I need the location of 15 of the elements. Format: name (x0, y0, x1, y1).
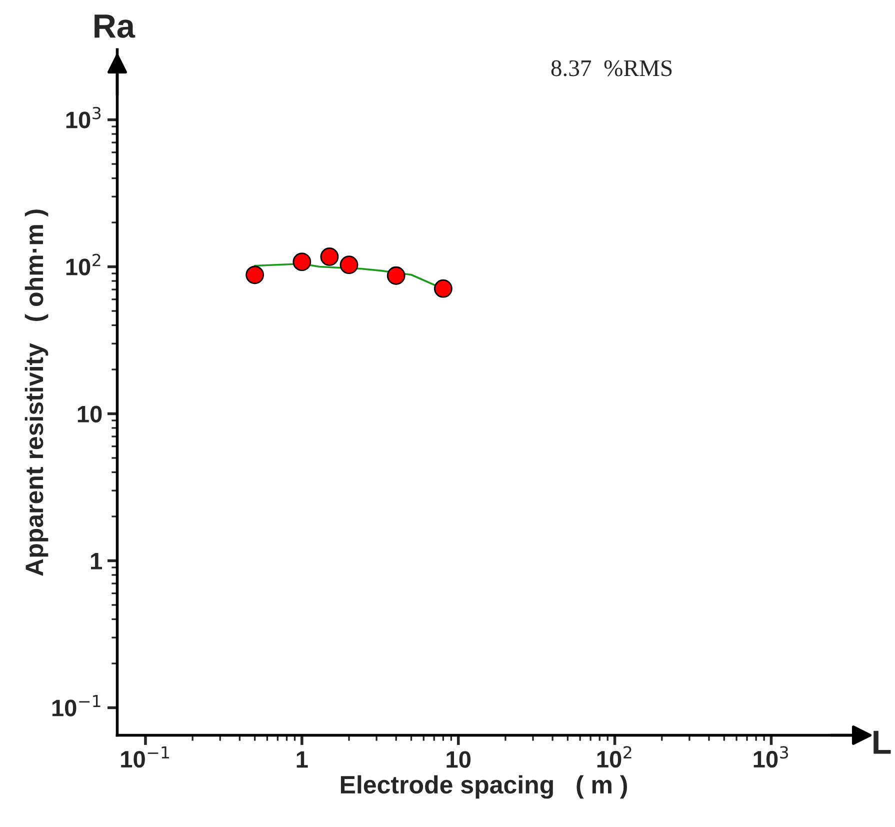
text: L (874, 730, 891, 754)
y-tick-label: 10$^{2}$ (66, 254, 100, 276)
annotation: 8.37 %RMS (551, 60, 672, 76)
y-tick-label: 10$^{−1}$ (52, 695, 100, 716)
x-tick-label: 1 (296, 751, 308, 768)
x-tick-label: 10$^{−1}$ (121, 746, 169, 768)
y-axis-title: Apparent resistivity ( ohm·m ) (24, 210, 48, 576)
text: Ra (94, 14, 136, 38)
x-tick-label: 10$^{2}$ (597, 746, 632, 768)
x-tick-label: 10$^{3}$ (754, 746, 788, 768)
y-tick-label: 1 (91, 553, 102, 570)
y-tick-label: 10$^{3}$ (66, 106, 101, 128)
x-axis-title: Electrode spacing ( m ) (340, 775, 627, 799)
y-tick-label: 10 (78, 406, 102, 423)
x-tick-label: 10 (446, 751, 471, 768)
